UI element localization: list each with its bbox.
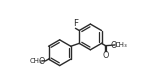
- Text: O: O: [103, 51, 109, 60]
- Text: O: O: [111, 41, 117, 50]
- Text: O: O: [39, 57, 45, 66]
- Text: CH₃: CH₃: [115, 42, 127, 48]
- Text: CH₃: CH₃: [29, 58, 42, 64]
- Text: F: F: [73, 19, 78, 28]
